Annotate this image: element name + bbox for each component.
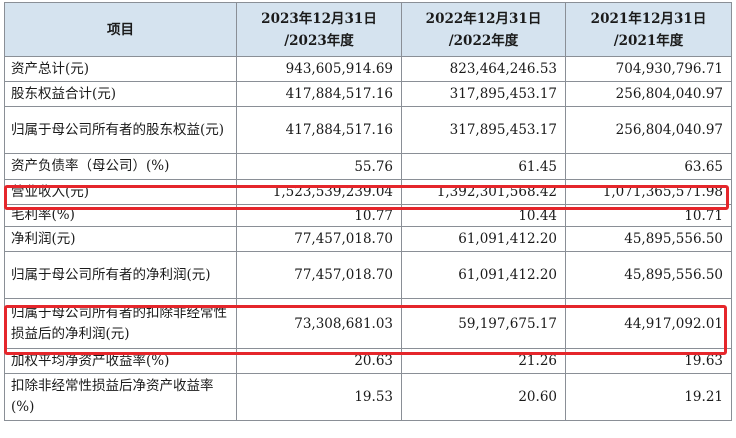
header-2021-year: /2021年度 [613,32,684,49]
row-label: 归属于母公司所有者的净利润(元) [4,251,237,299]
table-row: 股东权益合计(元) 417,884,517.16 317,895,453.17 … [4,81,732,107]
header-2022-year: /2022年度 [448,32,519,49]
cell-2023: 417,884,517.16 [236,81,402,107]
cell-2023: 55.76 [236,153,402,180]
cell-2021: 256,804,040.97 [565,106,732,154]
table-row: 净利润(元) 77,457,018.70 61,091,412.20 45,89… [4,226,732,252]
table-row: 归属于母公司所有者的股东权益(元) 417,884,517.16 317,895… [4,106,732,154]
table-header-row: 项目 2023年12月31日 /2023年度 2022年12月31日 /2022… [4,2,732,57]
header-item: 项目 [4,2,237,57]
cell-2022: 59,197,675.17 [401,298,566,349]
cell-2021: 256,804,040.97 [565,81,732,107]
row-label: 归属于母公司所有者的股东权益(元) [4,106,237,154]
cell-2022: 61.45 [401,153,566,180]
cell-2022: 10.44 [401,204,566,227]
cell-2021: 19.21 [565,373,732,421]
table-row: 加权平均净资产收益率(%) 20.63 21.26 19.63 [4,348,732,374]
cell-2023: 1,523,539,239.04 [236,179,402,205]
cell-2021: 45,895,556.50 [565,251,732,299]
table-row: 归属于母公司所有者的净利润(元) 77,457,018.70 61,091,41… [4,251,732,299]
header-2023-date: 2023年12月31日 [261,10,377,27]
cell-2023: 20.63 [236,348,402,374]
cell-2022: 1,392,301,568.42 [401,179,566,205]
header-2022: 2022年12月31日 /2022年度 [401,2,566,57]
cell-2021: 10.71 [565,204,732,227]
table-row-highlighted: 营业收入(元) 1,523,539,239.04 1,392,301,568.4… [4,179,732,205]
cell-2023: 77,457,018.70 [236,226,402,252]
row-label: 加权平均净资产收益率(%) [4,348,237,374]
row-label: 营业收入(元) [4,179,237,205]
cell-2022: 20.60 [401,373,566,421]
cell-2022: 61,091,412.20 [401,251,566,299]
cell-2021: 19.63 [565,348,732,374]
cell-2021: 1,071,365,571.98 [565,179,732,205]
cell-2022: 61,091,412.20 [401,226,566,252]
cell-2022: 21.26 [401,348,566,374]
header-2021: 2021年12月31日 /2021年度 [565,2,732,57]
table-row: 扣除非经常性损益后净资产收益率(%) 19.53 20.60 19.21 [4,373,732,421]
cell-2021: 704,930,796.71 [565,56,732,82]
row-label: 资产负债率（母公司）(%) [4,153,237,180]
row-label: 归属于母公司所有者的扣除非经常性损益后的净利润(元) [4,298,237,349]
table-row: 资产总计(元) 943,605,914.69 823,464,246.53 70… [4,56,732,82]
header-2023-year: /2023年度 [284,32,354,49]
cell-2023: 73,308,681.03 [236,298,402,349]
header-2022-date: 2022年12月31日 [425,10,542,27]
cell-2022: 823,464,246.53 [401,56,566,82]
row-label: 扣除非经常性损益后净资产收益率(%) [4,373,237,421]
cell-2022: 317,895,453.17 [401,81,566,107]
row-label: 净利润(元) [4,226,237,252]
cell-2022: 317,895,453.17 [401,106,566,154]
cell-2021: 44,917,092.01 [565,298,732,349]
row-label: 资产总计(元) [4,56,237,82]
header-2021-date: 2021年12月31日 [590,10,707,27]
cell-2023: 10.77 [236,204,402,227]
cell-2023: 19.53 [236,373,402,421]
table-row: 毛利率(%) 10.77 10.44 10.71 [4,204,732,227]
cell-2021: 45,895,556.50 [565,226,732,252]
cell-2023: 417,884,517.16 [236,106,402,154]
cell-2023: 77,457,018.70 [236,251,402,299]
row-label: 股东权益合计(元) [4,81,237,107]
cell-2023: 943,605,914.69 [236,56,402,82]
financial-data-table: 项目 2023年12月31日 /2023年度 2022年12月31日 /2022… [4,2,732,421]
cell-2021: 63.65 [565,153,732,180]
table-row: 资产负债率（母公司）(%) 55.76 61.45 63.65 [4,153,732,180]
header-2023: 2023年12月31日 /2023年度 [236,2,402,57]
row-label: 毛利率(%) [4,204,237,227]
table-row-highlighted: 归属于母公司所有者的扣除非经常性损益后的净利润(元) 73,308,681.03… [4,298,732,349]
